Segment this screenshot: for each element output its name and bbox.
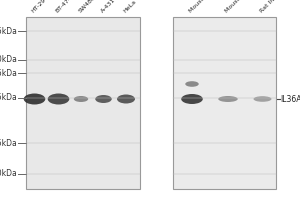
Text: 55kDa: 55kDa [0, 26, 17, 36]
Text: BT-474: BT-474 [55, 0, 74, 14]
Text: Mouse skin: Mouse skin [188, 0, 217, 14]
Text: 35kDa: 35kDa [0, 68, 17, 77]
Bar [26, 17, 140, 189]
Text: HT-29: HT-29 [31, 0, 47, 14]
Ellipse shape [24, 94, 45, 104]
Text: SW480: SW480 [77, 0, 96, 14]
Ellipse shape [181, 94, 203, 104]
Text: HeLa: HeLa [122, 0, 137, 14]
Text: IL36A: IL36A [280, 95, 300, 104]
Text: 25kDa: 25kDa [0, 94, 17, 102]
Bar [172, 17, 276, 189]
Ellipse shape [117, 95, 135, 104]
Text: 10kDa: 10kDa [0, 170, 17, 178]
Ellipse shape [48, 94, 69, 104]
Text: A-431: A-431 [100, 0, 116, 14]
Text: 15kDa: 15kDa [0, 138, 17, 148]
Ellipse shape [185, 81, 199, 87]
Ellipse shape [254, 96, 272, 102]
Ellipse shape [95, 95, 112, 103]
Text: Mouse heart: Mouse heart [224, 0, 256, 14]
Text: Rat liver: Rat liver [259, 0, 281, 14]
Ellipse shape [218, 96, 238, 102]
Ellipse shape [74, 96, 88, 102]
Text: 40kDa: 40kDa [0, 55, 17, 64]
